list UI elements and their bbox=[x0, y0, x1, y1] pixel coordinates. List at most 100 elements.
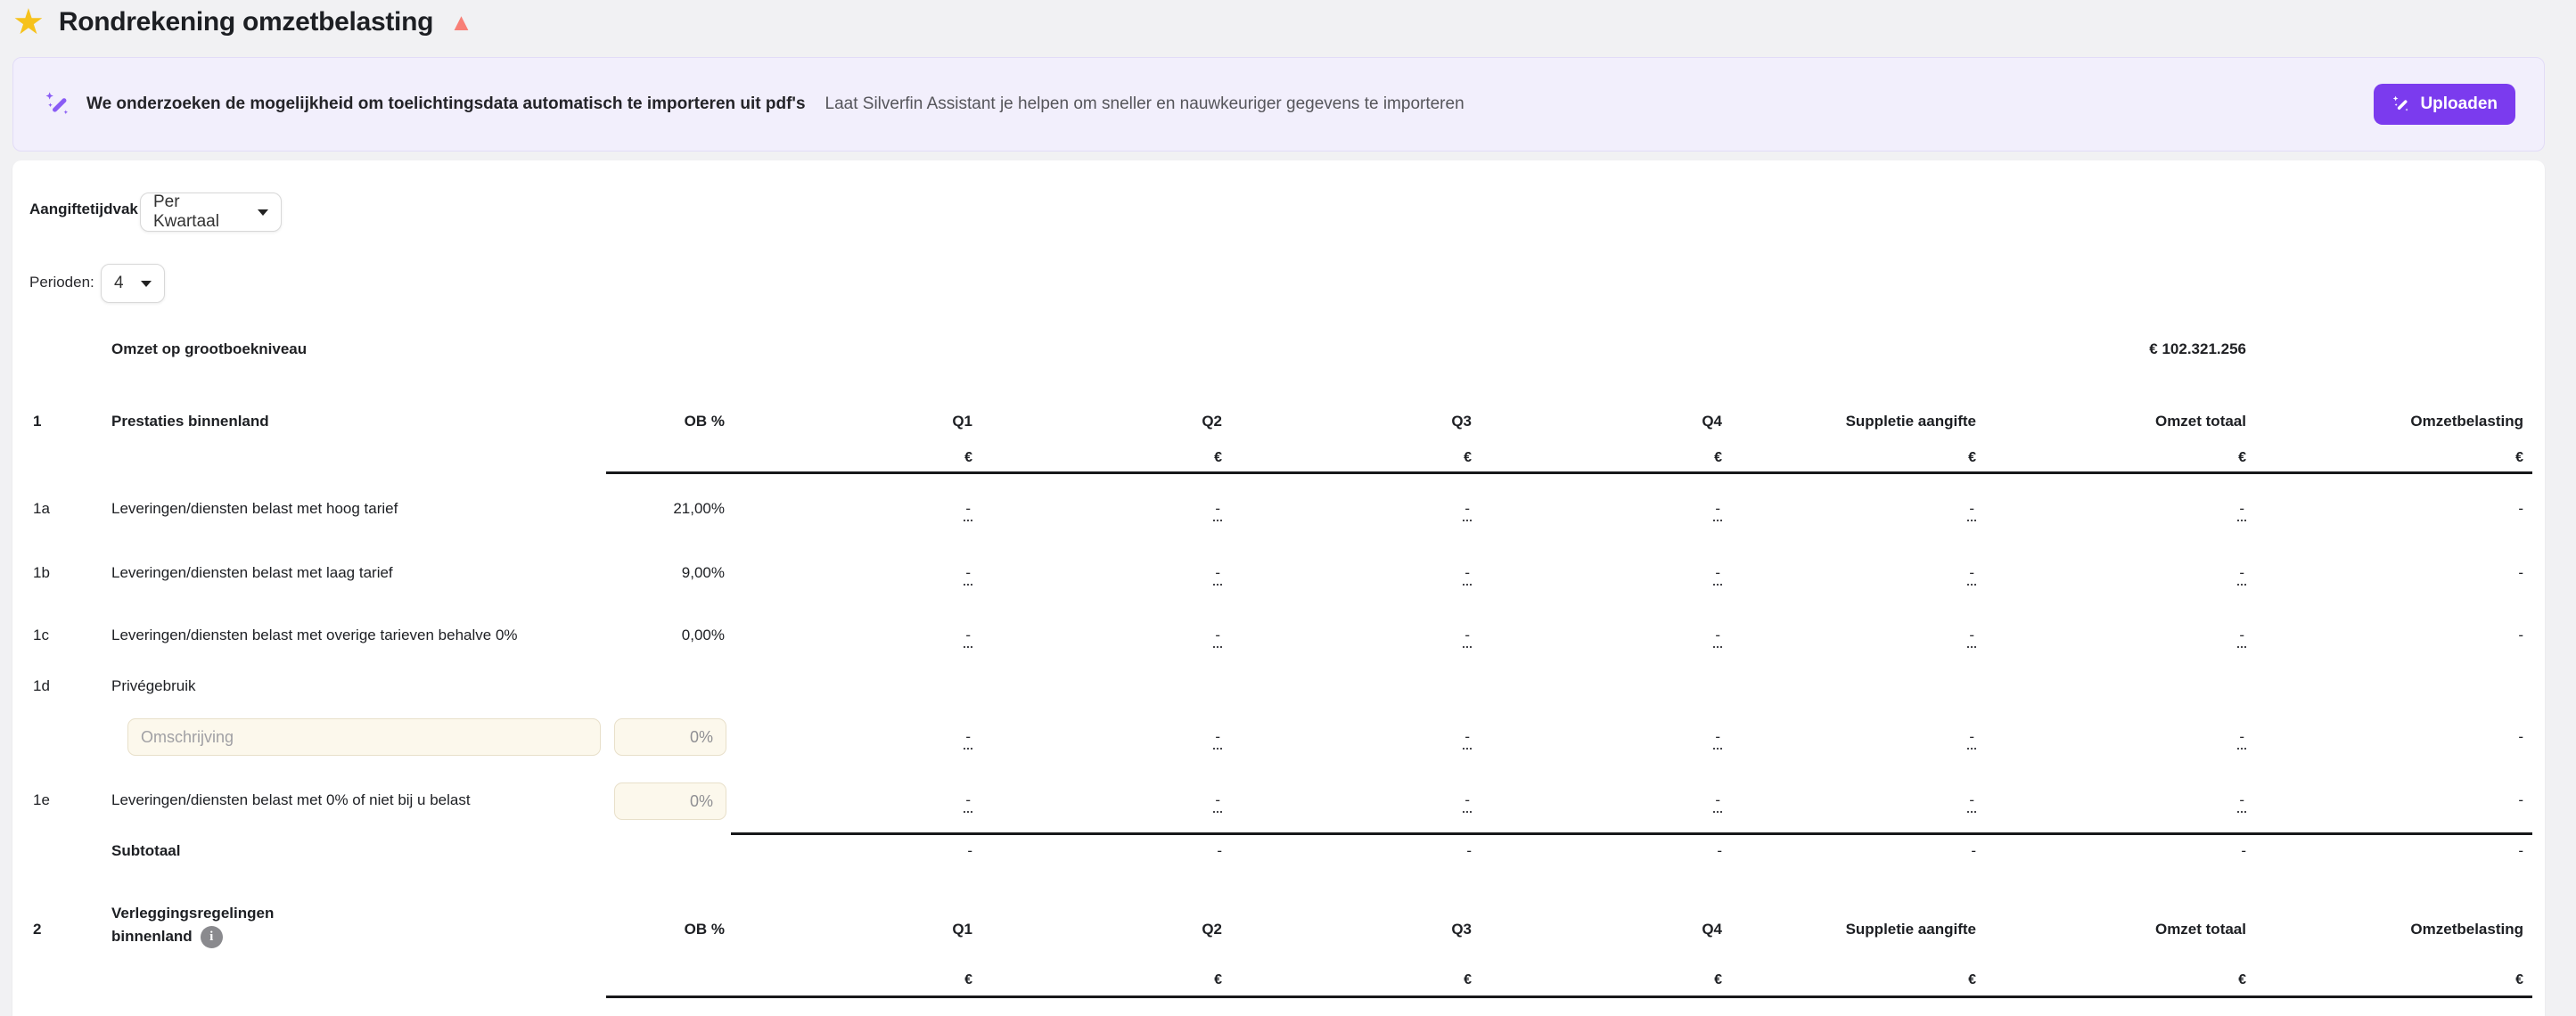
editable-amount-q3[interactable]: - bbox=[1463, 727, 1472, 750]
editable-amount-q4[interactable]: - bbox=[1713, 727, 1722, 750]
header-divider bbox=[606, 471, 2532, 474]
star-icon[interactable] bbox=[12, 2, 45, 43]
amount-omzetbelasting: - bbox=[2518, 564, 2523, 581]
section-number: 2 bbox=[33, 921, 42, 938]
page-title: Rondrekening omzetbelasting bbox=[58, 7, 434, 37]
perioden-value: 4 bbox=[114, 274, 124, 292]
euro-symbol: € bbox=[2238, 972, 2246, 987]
editable-amount-totaal[interactable]: - bbox=[2237, 791, 2246, 813]
row-label: Leveringen/diensten belast met laag tari… bbox=[111, 564, 393, 581]
privegebruik-percent-input[interactable] bbox=[614, 718, 726, 756]
col-omzetbelasting: Omzetbelasting bbox=[2410, 921, 2523, 938]
title-bar: Rondrekening omzetbelasting bbox=[12, 2, 473, 43]
editable-amount-q3[interactable]: - bbox=[1463, 499, 1472, 521]
euro-symbol: € bbox=[2515, 972, 2523, 987]
row-id: 1d bbox=[33, 677, 50, 694]
summary-label: Omzet op grootboekniveau bbox=[111, 340, 308, 357]
col-ob-percent: OB % bbox=[684, 413, 725, 430]
content-card: Aangiftetijdvak Per Kwartaal Perioden: 4… bbox=[12, 160, 2545, 1016]
editable-amount-totaal[interactable]: - bbox=[2237, 563, 2246, 586]
editable-amount-q4[interactable]: - bbox=[1713, 563, 1722, 586]
euro-symbol: € bbox=[1464, 972, 1472, 987]
omschrijving-input[interactable] bbox=[127, 718, 601, 756]
row-label: Leveringen/diensten belast met 0% of nie… bbox=[111, 791, 471, 808]
row-id: 1e bbox=[33, 791, 50, 808]
aangiftetijdvak-value: Per Kwartaal bbox=[153, 193, 219, 231]
section2-title-line2: binnenland i bbox=[12, 925, 2545, 948]
euro-symbol: € bbox=[1714, 972, 1722, 987]
amount-omzetbelasting: - bbox=[2518, 500, 2523, 517]
editable-amount-suppletie[interactable]: - bbox=[1967, 727, 1976, 750]
col-q3: Q3 bbox=[1451, 413, 1472, 430]
magic-wand-icon bbox=[45, 92, 69, 115]
info-icon[interactable]: i bbox=[200, 925, 223, 948]
row-label: Leveringen/diensten belast met overige t… bbox=[111, 627, 518, 643]
editable-amount-q1[interactable]: - bbox=[964, 727, 972, 750]
col-omzet-totaal: Omzet totaal bbox=[2154, 413, 2246, 430]
col-q2: Q2 bbox=[1202, 921, 1222, 938]
table-row-1b: 1b Leveringen/diensten belast met laag t… bbox=[12, 560, 2545, 586]
editable-amount-q3[interactable]: - bbox=[1463, 626, 1472, 648]
col-q3: Q3 bbox=[1451, 921, 1472, 938]
col-suppletie: Suppletie aangifte bbox=[1845, 413, 1976, 430]
editable-amount-suppletie[interactable]: - bbox=[1967, 563, 1976, 586]
editable-amount-q2[interactable]: - bbox=[1213, 499, 1222, 521]
chevron-down-icon bbox=[141, 280, 152, 287]
section-title: Verleggingsregelingen bbox=[111, 905, 275, 922]
editable-amount-q1[interactable]: - bbox=[964, 626, 972, 648]
table-row-1e: 1e Leveringen/diensten belast met 0% of … bbox=[12, 787, 2545, 814]
editable-amount-q1[interactable]: - bbox=[964, 563, 972, 586]
section-title-text: binnenland bbox=[111, 928, 193, 945]
nul-percent-input[interactable] bbox=[614, 782, 726, 820]
editable-amount-q2[interactable]: - bbox=[1213, 563, 1222, 586]
editable-amount-q1[interactable]: - bbox=[964, 791, 972, 813]
editable-amount-q4[interactable]: - bbox=[1713, 499, 1722, 521]
subtotal-q1: - bbox=[967, 842, 972, 859]
upload-button[interactable]: Uploaden bbox=[2374, 84, 2515, 125]
col-q4: Q4 bbox=[1702, 413, 1722, 430]
euro-symbol: € bbox=[1464, 450, 1472, 465]
editable-amount-q3[interactable]: - bbox=[1463, 563, 1472, 586]
warning-triangle-icon[interactable] bbox=[449, 2, 473, 43]
euro-symbol: € bbox=[964, 972, 972, 987]
editable-amount-totaal[interactable]: - bbox=[2237, 499, 2246, 521]
editable-amount-suppletie[interactable]: - bbox=[1967, 626, 1976, 648]
section2-currency-row: € € € € € € € bbox=[12, 967, 2545, 994]
row-id: 1b bbox=[33, 564, 50, 581]
col-q1: Q1 bbox=[952, 921, 972, 938]
editable-amount-q2[interactable]: - bbox=[1213, 727, 1222, 750]
editable-amount-totaal[interactable]: - bbox=[2237, 727, 2246, 750]
amount-omzetbelasting: - bbox=[2518, 627, 2523, 643]
col-q1: Q1 bbox=[952, 413, 972, 430]
perioden-select[interactable]: 4 bbox=[101, 264, 165, 303]
subtotal-suppletie: - bbox=[1971, 842, 1976, 859]
subtotal-totaal: - bbox=[2241, 842, 2246, 859]
ob-percent-value: 0,00% bbox=[681, 627, 725, 643]
euro-symbol: € bbox=[964, 450, 972, 465]
editable-amount-q2[interactable]: - bbox=[1213, 791, 1222, 813]
aangiftetijdvak-select[interactable]: Per Kwartaal bbox=[140, 193, 282, 232]
col-suppletie: Suppletie aangifte bbox=[1845, 921, 1976, 938]
euro-symbol: € bbox=[1714, 450, 1722, 465]
euro-symbol: € bbox=[1214, 450, 1222, 465]
section1-currency-row: € € € € € € € bbox=[12, 445, 2545, 471]
euro-symbol: € bbox=[1214, 972, 1222, 987]
col-ob-percent: OB % bbox=[684, 921, 725, 938]
editable-amount-q4[interactable]: - bbox=[1713, 791, 1722, 813]
subtotal-omzetbelasting: - bbox=[2518, 842, 2523, 859]
editable-amount-q3[interactable]: - bbox=[1463, 791, 1472, 813]
editable-amount-q1[interactable]: - bbox=[964, 499, 972, 521]
table-row-1d: 1d Privégebruik bbox=[12, 673, 2545, 700]
aangiftetijdvak-label: Aangiftetijdvak bbox=[29, 201, 138, 217]
editable-amount-suppletie[interactable]: - bbox=[1967, 499, 1976, 521]
subtotal-row: Subtotaal - - - - - - - bbox=[12, 838, 2545, 864]
row-id: 1a bbox=[33, 500, 50, 517]
ob-percent-value: 21,00% bbox=[673, 500, 725, 517]
chevron-down-icon bbox=[258, 209, 268, 216]
editable-amount-q2[interactable]: - bbox=[1213, 626, 1222, 648]
editable-amount-totaal[interactable]: - bbox=[2237, 626, 2246, 648]
editable-amount-suppletie[interactable]: - bbox=[1967, 791, 1976, 813]
col-omzetbelasting: Omzetbelasting bbox=[2410, 413, 2523, 430]
col-q4: Q4 bbox=[1702, 921, 1722, 938]
editable-amount-q4[interactable]: - bbox=[1713, 626, 1722, 648]
